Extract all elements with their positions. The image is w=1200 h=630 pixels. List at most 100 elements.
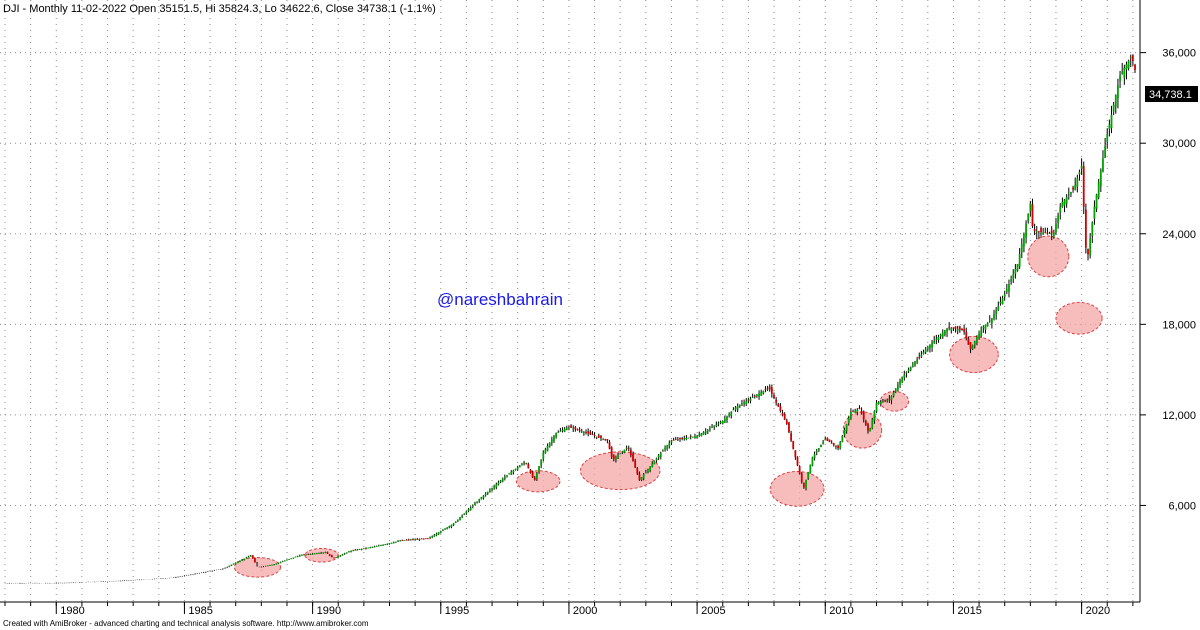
watermark-handle: @nareshbahrain xyxy=(437,290,563,309)
price-bar-body xyxy=(1061,202,1064,208)
price-bar-body xyxy=(565,427,568,430)
price-bar-body xyxy=(751,397,754,399)
price-bar-body xyxy=(521,464,523,465)
price-bar-body xyxy=(691,436,694,438)
price-bar-body xyxy=(625,447,628,449)
price-bar-body xyxy=(459,517,461,521)
price-bar-body xyxy=(320,552,323,554)
y-tick-label: 6,000 xyxy=(1168,500,1196,512)
price-bar-body xyxy=(649,466,652,471)
price-bar-body xyxy=(245,557,248,559)
price-bar-body xyxy=(1035,231,1038,233)
price-bar-body xyxy=(775,399,778,403)
x-tick-label: 2010 xyxy=(829,605,853,617)
price-bar-body xyxy=(1055,223,1057,233)
price-bar-body xyxy=(973,341,976,346)
x-tick-label: 1990 xyxy=(317,605,341,617)
price-bar-body xyxy=(593,435,596,436)
price-bar-body xyxy=(758,393,760,397)
price-bar-body xyxy=(884,399,886,401)
price-bar-body xyxy=(843,429,846,436)
price-bar-body xyxy=(965,331,968,339)
price-bar-body xyxy=(489,489,491,492)
highlight-ellipse xyxy=(233,557,282,578)
price-bar-body xyxy=(1005,289,1008,292)
price-bar-body xyxy=(529,469,532,473)
price-bar-body xyxy=(435,533,438,536)
price-bar-body xyxy=(1112,104,1115,112)
price-bar-body xyxy=(822,442,825,445)
price-bar-body xyxy=(474,503,476,506)
price-bar-body xyxy=(1037,231,1040,233)
price-bar-body xyxy=(480,497,483,500)
price-bar-body xyxy=(232,563,235,565)
price-bar-body xyxy=(647,469,649,472)
price-bar-body xyxy=(850,411,852,419)
price-bar-body xyxy=(796,457,799,466)
price-bar-body xyxy=(1123,68,1126,78)
price-bar-body xyxy=(407,539,410,541)
price-bar-body xyxy=(239,560,241,562)
price-bar-body xyxy=(922,351,925,354)
price-bar-body xyxy=(525,463,528,465)
price-bar-body xyxy=(273,564,276,566)
price-bar-body xyxy=(497,482,500,485)
price-bar-body xyxy=(617,455,619,458)
price-bar-body xyxy=(591,434,594,436)
price-bar-body xyxy=(380,545,382,546)
price-bar-body xyxy=(388,543,391,544)
price-bar-body xyxy=(268,565,271,566)
price-bar-body xyxy=(236,561,239,564)
price-bar-body xyxy=(935,338,938,340)
price-bar-body xyxy=(741,403,743,405)
price-bar-body xyxy=(375,546,378,547)
price-bar-body xyxy=(1087,249,1089,255)
price-bar-body xyxy=(911,364,914,367)
price-bar-body xyxy=(1014,268,1017,274)
price-bar-body xyxy=(1023,233,1025,247)
price-bar-body xyxy=(852,411,854,412)
price-bar-body xyxy=(807,472,810,479)
price-bar-body xyxy=(952,327,955,329)
price-bar-body xyxy=(830,442,833,444)
price-bar-body xyxy=(811,457,814,466)
price-bar-body xyxy=(971,345,974,350)
price-bar-body xyxy=(572,428,575,430)
price-bar-body xyxy=(879,401,882,404)
price-bar-body xyxy=(700,433,703,437)
price-bar-body xyxy=(399,540,402,542)
price-bar-body xyxy=(753,395,756,397)
price-bar-body xyxy=(706,429,709,431)
price-bar-body xyxy=(328,554,331,556)
price-bar-body xyxy=(877,402,880,404)
price-bar-body xyxy=(696,436,699,439)
price-bar-body xyxy=(800,473,803,483)
price-bar-body xyxy=(369,547,372,549)
price-bar-body xyxy=(685,437,688,440)
price-bar-body xyxy=(1084,209,1087,248)
price-bar-body xyxy=(627,448,630,450)
price-bar-body xyxy=(469,507,472,511)
price-bar-body xyxy=(478,499,481,502)
price-bar-body xyxy=(745,401,748,405)
price-bar-body xyxy=(907,369,910,372)
price-bar-body xyxy=(779,406,782,411)
price-bar-body xyxy=(301,554,303,556)
price-bar-body xyxy=(826,437,829,441)
price-bar-body xyxy=(1110,114,1113,129)
price-bar-body xyxy=(732,409,735,411)
price-bar-body xyxy=(619,453,622,455)
price-bar-body xyxy=(730,411,733,416)
price-bar-body xyxy=(862,411,865,420)
price-axis: 6,000 12,000 18,000 24,000 30,000 36,000 xyxy=(1140,48,1196,512)
price-bar-body xyxy=(794,450,797,458)
price-bar-body xyxy=(728,414,731,416)
price-bar-body xyxy=(234,562,237,565)
price-bar-body xyxy=(798,466,801,474)
price-bar-body xyxy=(668,443,671,447)
price-bar-body xyxy=(734,407,737,410)
price-bar-body xyxy=(454,521,457,523)
price-bar-body xyxy=(574,427,577,430)
price-bar-body xyxy=(576,429,579,431)
